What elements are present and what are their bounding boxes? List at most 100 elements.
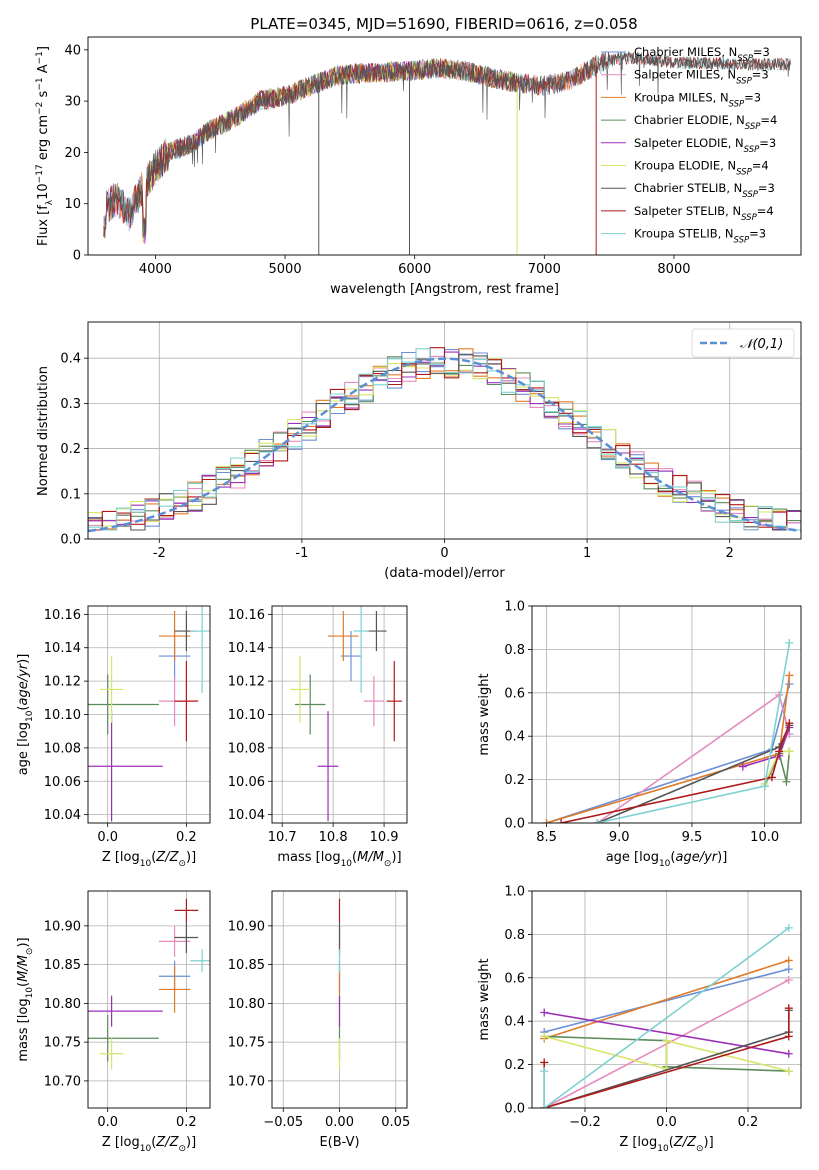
y-tick-label: 0 <box>73 249 81 264</box>
weight-line <box>763 751 791 787</box>
x-tick-label: 0.0 <box>656 1115 677 1130</box>
x-tick-label: 4000 <box>139 262 172 277</box>
x-tick-label: 0.2 <box>176 1115 197 1130</box>
label-part: A <box>36 64 51 77</box>
y-tick-label: 30 <box>64 95 81 110</box>
x-axis-label: Z [log10(Z/Z⊙)] <box>102 1135 196 1154</box>
x-tick-label: −0.05 <box>263 1115 303 1130</box>
y-tick-label: 10.08 <box>44 741 81 756</box>
legend-sub: SSP <box>737 54 753 64</box>
weight-line <box>544 1011 789 1055</box>
label-part: −17 <box>35 164 45 183</box>
y-tick-label: 0.4 <box>504 1015 525 1030</box>
legend-entry: Chabrier ELODIE, NSSP=4 <box>634 113 777 132</box>
x-tick-label: 7000 <box>528 262 561 277</box>
x-tick-label: 10.0 <box>750 830 779 845</box>
legend-name: Kroupa MILES, N <box>634 90 729 104</box>
x-axis-label: Z [log10(Z/Z⊙)] <box>619 1135 713 1154</box>
y-tick-label: 10.06 <box>44 775 81 790</box>
weight-marker <box>785 671 794 680</box>
y-tick-label: 0.2 <box>504 773 525 788</box>
weight-marker <box>593 819 602 823</box>
label-part: wavelength [Angstrom, rest frame] <box>330 282 559 297</box>
legend-sub: SSP <box>742 190 758 200</box>
weight-marker <box>782 777 791 786</box>
legend-name: Chabrier MILES, N <box>634 45 737 59</box>
weight-marker <box>784 1032 793 1041</box>
axes-panel-2: 0.0 0.2 10.04 10.06 10.08 10.10 10.12 10.14 10.1… <box>16 605 211 869</box>
y-tick-label: 10.90 <box>44 919 81 934</box>
y-tick-label: 10.80 <box>228 997 265 1012</box>
axes-panel-4: 8.5 9.0 9.5 10.0 0.0 0.2 0.4 0.6 0.8 1.0 age [log1… <box>477 600 802 869</box>
label-part: ( <box>16 982 31 987</box>
y-tick-label: 1.0 <box>504 600 525 615</box>
y-tick-label: 0.8 <box>504 643 525 658</box>
weight-marker <box>775 747 784 756</box>
legend-entry: Salpeter STELIB, NSSP=4 <box>634 204 774 223</box>
x-tick-label: 0.0 <box>97 1115 118 1130</box>
label-part: ⊙ <box>384 859 392 869</box>
label-part: )] <box>704 1135 714 1150</box>
y-tick-label: 10.75 <box>44 1036 81 1051</box>
weight-marker <box>540 1067 549 1076</box>
legend-name: Kroupa ELODIE, N <box>634 159 736 173</box>
y-tick-label: 0.8 <box>504 928 525 943</box>
weight-marker <box>784 923 793 932</box>
y-tick-label: 0.0 <box>60 533 81 548</box>
label-part: ⊙ <box>178 1144 186 1154</box>
legend-sub: SSP <box>736 168 752 178</box>
label-part: 10 <box>36 183 51 200</box>
y-tick-label: 0.2 <box>60 442 81 457</box>
y-tick-label: 0.6 <box>504 971 525 986</box>
y-tick-label: 10.08 <box>228 741 265 756</box>
legend-entry: Chabrier STELIB, NSSP=3 <box>634 181 775 200</box>
weight-marker <box>760 782 769 791</box>
weight-marker <box>784 956 793 965</box>
y-tick-label: 0.3 <box>60 397 81 412</box>
label-part: 10 <box>140 859 152 869</box>
weight-marker <box>557 819 566 823</box>
label-part: λ <box>45 199 55 205</box>
y-axis-label: mass [log10(M/M⊙)] <box>16 937 35 1061</box>
y-tick-label: 10.75 <box>228 1036 265 1051</box>
label-part: )] <box>186 850 196 865</box>
y-tick-label: 10.06 <box>228 775 265 790</box>
weight-marker <box>784 1067 793 1076</box>
x-tick-label: 10.8 <box>319 830 348 845</box>
x-tick-label: 0.0 <box>97 830 118 845</box>
label-part: ⊙ <box>25 948 35 956</box>
x-axis-label: mass [log10(M/M⊙)] <box>277 850 401 869</box>
weight-marker <box>738 762 747 771</box>
label-part: )] <box>717 850 727 865</box>
x-axis-label: (data-model)/error <box>384 566 505 581</box>
x-tick-label: 1 <box>583 546 591 561</box>
weight-marker <box>785 719 794 728</box>
y-tick-label: 10.04 <box>228 808 265 823</box>
label-part: age [log <box>16 722 31 775</box>
legend-name: Salpeter STELIB, N <box>634 204 741 218</box>
legend-suffix: =3 <box>753 45 770 59</box>
y-tick-label: 10.04 <box>44 808 81 823</box>
axes-frame <box>531 605 802 824</box>
weight-marker <box>662 1036 671 1045</box>
label-part: ( <box>669 1135 674 1150</box>
weight-marker <box>767 773 776 782</box>
y-axis-label: Normed distribution <box>36 366 51 496</box>
y-tick-label: 0.6 <box>504 686 525 701</box>
legend-suffix: =3 <box>749 227 766 241</box>
label-part: 10 <box>657 1144 669 1154</box>
y-tick-label: 10.10 <box>228 708 265 723</box>
y-tick-label: 0.4 <box>60 352 81 367</box>
axes-frame <box>271 605 408 824</box>
weight-line <box>544 968 789 1033</box>
label-part: erg cm <box>36 115 51 164</box>
weight-line <box>597 642 791 823</box>
legend-name: Chabrier STELIB, N <box>634 181 742 195</box>
weight-marker <box>785 747 794 756</box>
x-tick-label: 8.5 <box>536 830 557 845</box>
x-tick-label: 10.7 <box>268 830 297 845</box>
spectrum-line <box>142 60 519 244</box>
label-part: Z [log <box>102 1135 140 1150</box>
label-part: Z/Z <box>155 1135 179 1150</box>
